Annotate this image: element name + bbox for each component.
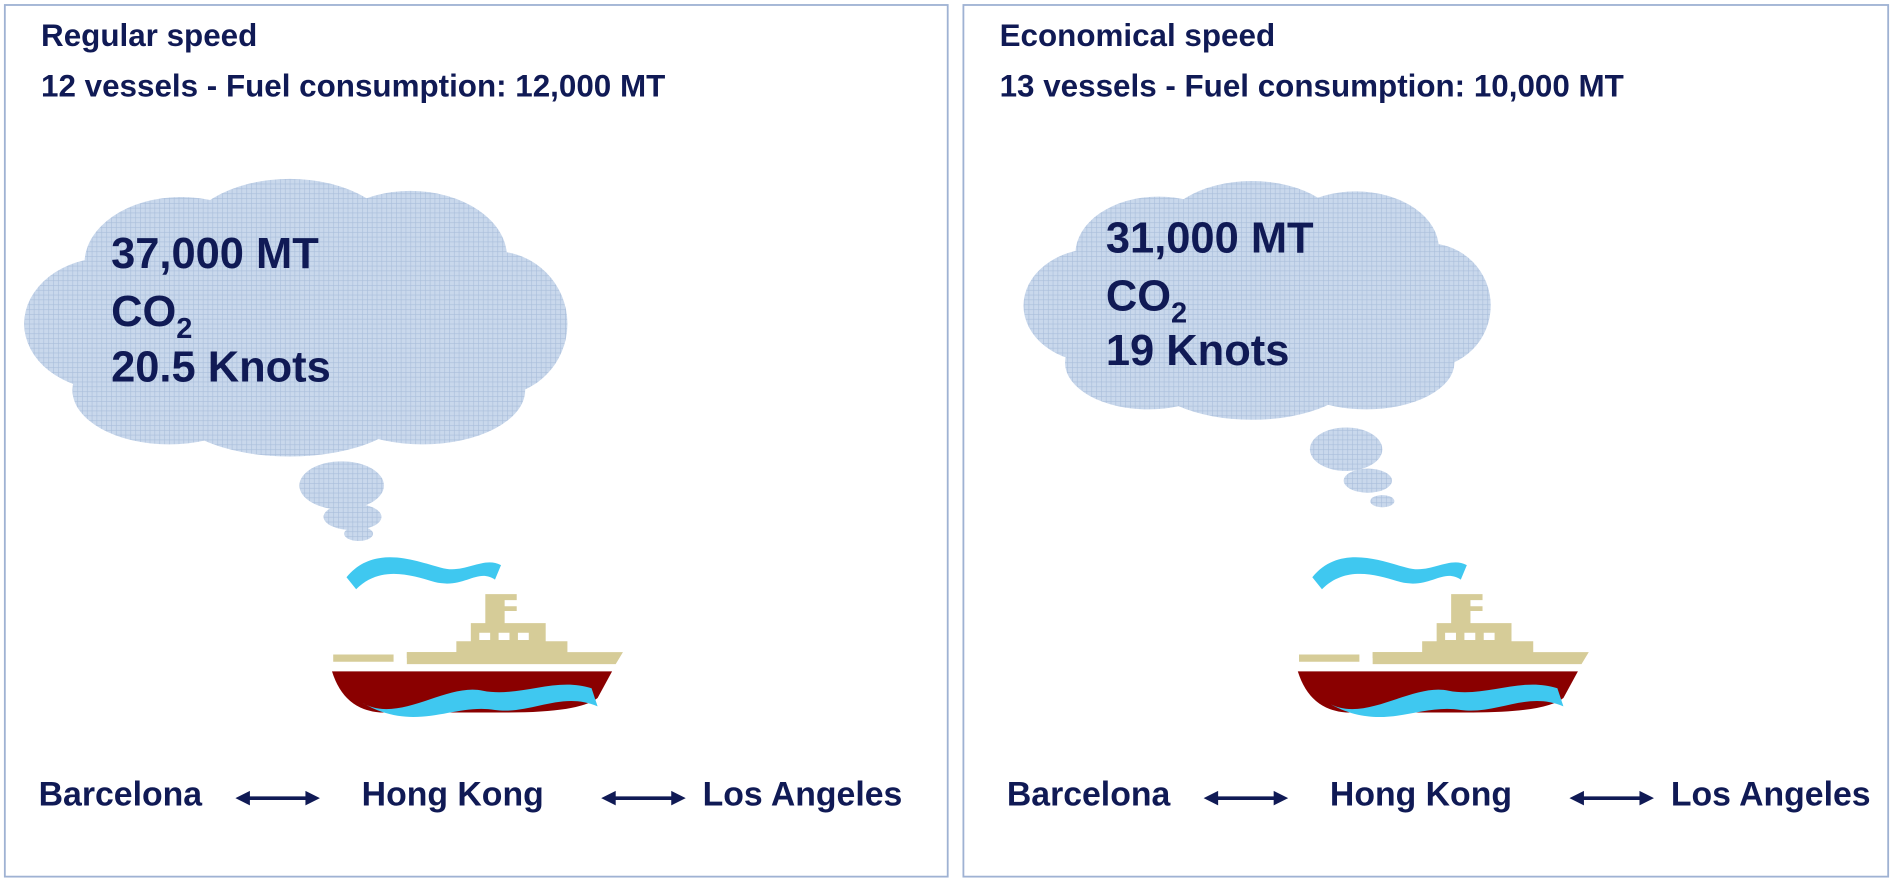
panel: Regular speed 12 vessels - Fuel consumpti… bbox=[3, 4, 949, 878]
window bbox=[1483, 632, 1495, 641]
deck bbox=[1372, 652, 1589, 665]
smoke-wave bbox=[346, 557, 502, 590]
co2-amount: 37,000 MT bbox=[111, 230, 319, 278]
cloud-lobe bbox=[72, 239, 508, 409]
gas-label: CO2 bbox=[1106, 272, 1187, 329]
gas-name: CO bbox=[111, 288, 176, 336]
window bbox=[1464, 632, 1476, 641]
thought-bubble bbox=[323, 503, 382, 531]
panel-title: Regular speed bbox=[41, 18, 257, 53]
co2-amount: 31,000 MT bbox=[1106, 214, 1314, 262]
panel-subtitle: 12 vessels - Fuel consumption: 12,000 MT bbox=[41, 69, 665, 104]
smoke-wave bbox=[1312, 557, 1467, 590]
superstructure bbox=[406, 594, 568, 659]
panel-title: Economical speed bbox=[1000, 18, 1276, 53]
route-city: Hong Kong bbox=[1330, 775, 1512, 813]
thought-bubble bbox=[1370, 495, 1395, 508]
thought-bubble bbox=[344, 526, 374, 542]
route-city: Barcelona bbox=[1007, 775, 1172, 813]
panel-border bbox=[962, 4, 1890, 878]
cloud-lobe bbox=[1065, 232, 1439, 379]
speed: 19 Knots bbox=[1106, 327, 1290, 375]
window bbox=[498, 632, 510, 641]
sea-wave bbox=[1327, 684, 1564, 718]
route-city: Los Angeles bbox=[703, 775, 903, 813]
speed: 20.5 Knots bbox=[111, 344, 331, 392]
gas-label: CO2 bbox=[111, 288, 192, 345]
deck bbox=[333, 654, 394, 662]
deck bbox=[1299, 654, 1360, 662]
gas-name: CO bbox=[1106, 272, 1171, 320]
gas-subscript: 2 bbox=[1171, 297, 1187, 329]
thought-bubble bbox=[299, 461, 384, 510]
route-city: Los Angeles bbox=[1671, 775, 1871, 813]
superstructure bbox=[1372, 594, 1534, 659]
sea-wave bbox=[362, 684, 598, 718]
ship-icon bbox=[1297, 557, 1589, 718]
panel-subtitle: 13 vessels - Fuel consumption: 10,000 MT bbox=[1000, 69, 1624, 104]
route-city: Hong Kong bbox=[362, 775, 544, 813]
thought-cloud bbox=[1023, 181, 1491, 508]
thought-bubble bbox=[1309, 427, 1383, 471]
panel-border bbox=[3, 4, 949, 878]
window bbox=[1445, 632, 1456, 641]
route-city: Barcelona bbox=[39, 775, 204, 813]
gas-subscript: 2 bbox=[176, 313, 192, 345]
deck bbox=[406, 652, 623, 665]
thought-cloud bbox=[24, 178, 568, 542]
panel: Economical speed 13 vessels - Fuel consum… bbox=[962, 4, 1890, 878]
window bbox=[479, 632, 491, 641]
window bbox=[517, 632, 529, 641]
thought-bubble bbox=[1343, 468, 1392, 493]
ship-icon bbox=[331, 557, 623, 718]
